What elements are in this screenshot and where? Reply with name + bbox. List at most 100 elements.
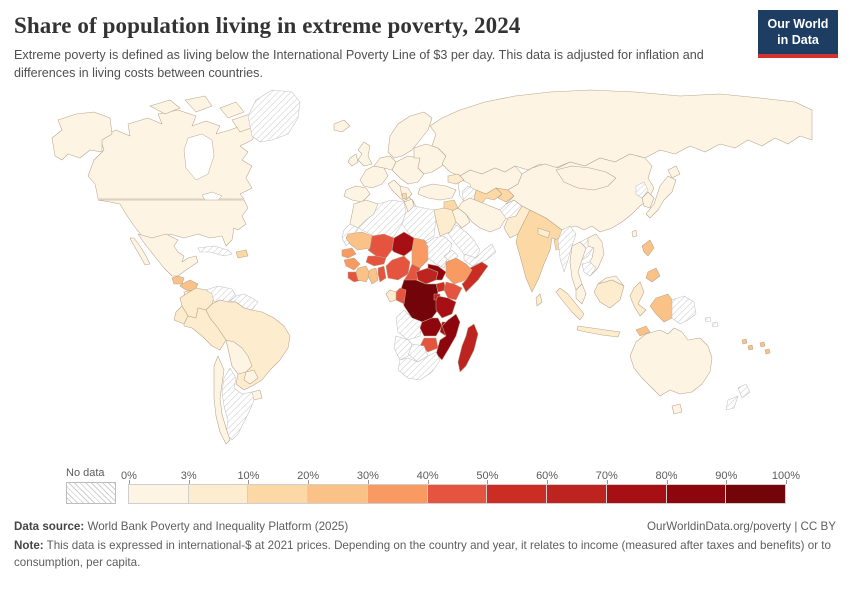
no-data-swatch[interactable] [66,481,116,504]
country-nigeria[interactable] [385,255,411,280]
country-south-korea[interactable] [641,191,655,208]
country-libya[interactable] [401,205,437,242]
country-zambia[interactable] [419,317,443,336]
legend-bin-60%–70%[interactable] [546,483,607,504]
country-mongolia[interactable] [555,165,617,190]
legend-no-data[interactable]: No data [66,467,116,504]
country-scandinavia[interactable] [387,111,433,158]
country-philippines-mindanao[interactable] [645,267,661,282]
owid-logo[interactable]: Our World in Data [758,10,838,59]
country-australia[interactable] [629,327,713,396]
country-fiji[interactable] [759,341,771,354]
country-bolivia[interactable] [225,339,253,374]
country-somalia[interactable] [461,261,489,292]
country-tasmania[interactable] [671,403,683,414]
country-south-sudan[interactable] [427,263,447,280]
country-chile[interactable] [213,355,231,444]
country-timor[interactable] [635,325,651,336]
country-papua-new-guinea[interactable] [671,295,697,324]
country-iberia[interactable] [343,185,371,202]
country-ghana[interactable] [367,267,379,284]
country-hispaniola[interactable] [235,249,249,258]
country-greenland[interactable] [247,89,301,142]
country-angola[interactable] [395,309,423,340]
legend-tick-mark [547,479,549,484]
country-sumatra[interactable] [555,287,585,320]
country-ireland[interactable] [347,153,359,166]
country-usa[interactable] [97,199,249,246]
country-java[interactable] [576,325,621,337]
country-new-zealand-south[interactable] [725,395,739,410]
country-vanuatu[interactable] [741,338,754,350]
country-paraguay[interactable] [243,369,259,384]
country-togo-benin[interactable] [377,265,387,282]
great-lakes [201,191,223,202]
country-guatemala[interactable] [171,275,185,284]
country-mozambique[interactable] [435,313,461,360]
country-ecuador[interactable] [173,305,189,324]
country-new-zealand-north[interactable] [737,383,751,398]
country-mexico[interactable] [137,233,199,276]
country-tanzania[interactable] [435,295,457,318]
country-kenya[interactable] [443,281,463,300]
country-eritrea[interactable] [443,249,459,262]
legend-bin-3%–10%[interactable] [187,483,249,504]
country-argentina[interactable] [221,367,255,440]
legend-bin-50%–60%[interactable] [486,483,548,504]
country-saudi-arabia[interactable] [445,221,481,258]
country-namibia[interactable] [393,335,413,360]
country-canada[interactable] [87,109,259,199]
country-baja-california[interactable] [129,237,151,265]
country-albania[interactable] [401,192,408,199]
country-alaska[interactable] [51,111,113,160]
country-egypt[interactable] [433,207,457,236]
legend-bin-40%–50%[interactable] [426,483,488,504]
country-cote-divoire[interactable] [355,265,371,282]
country-arctic-islands[interactable] [149,95,257,132]
country-turkey[interactable] [417,183,457,200]
country-philippines-luzon[interactable] [641,239,655,256]
legend-bin-20%–30%[interactable] [307,483,368,504]
country-cambodia[interactable] [581,261,597,276]
country-iceland[interactable] [333,119,351,132]
country-mali[interactable] [367,233,395,258]
country-sulawesi[interactable] [629,281,647,316]
country-burkina-faso[interactable] [365,255,387,266]
country-guinea[interactable] [343,257,361,270]
country-central-europe[interactable] [391,155,425,184]
legend-bin-30%–40%[interactable] [366,483,428,504]
country-brazil[interactable] [205,299,291,390]
country-niger[interactable] [391,231,415,256]
legend-bin-70%–80%[interactable] [605,483,667,504]
country-west-papua[interactable] [649,293,673,322]
country-taiwan[interactable] [631,229,638,237]
country-borneo-indonesia[interactable] [593,279,625,308]
country-japan-hokkaido[interactable] [667,165,681,178]
legend-tick-label: 20% [297,469,320,482]
legend-bin-0%–3%[interactable] [128,483,189,504]
country-uk[interactable] [357,141,373,166]
country-thailand[interactable] [569,241,587,290]
country-nepal[interactable] [537,227,551,238]
country-malaysia[interactable] [575,283,587,304]
country-caucasus[interactable] [447,173,465,184]
country-congo[interactable] [395,287,407,304]
legend-bin-10%–20%[interactable] [247,483,309,504]
country-sri-lanka[interactable] [535,293,543,306]
country-gabon[interactable] [385,289,397,302]
country-japan[interactable] [645,175,677,218]
country-yemen-oman[interactable] [463,243,497,266]
country-senegal[interactable] [341,247,357,258]
country-chad[interactable] [411,237,431,268]
country-myanmar[interactable] [557,225,577,272]
owid-link[interactable]: OurWorldinData.org/poverty | CC BY [646,519,836,533]
country-south-africa[interactable] [397,351,441,380]
country-cuba[interactable] [197,245,233,256]
country-france[interactable] [359,165,389,188]
legend-bin-90%–100%[interactable] [725,483,787,504]
legend-bin-80%–90%[interactable] [665,483,727,504]
country-solomon-islands[interactable] [704,316,719,327]
country-mauritania[interactable] [345,231,373,250]
country-north-korea[interactable] [635,181,649,198]
country-madagascar[interactable] [457,323,479,372]
